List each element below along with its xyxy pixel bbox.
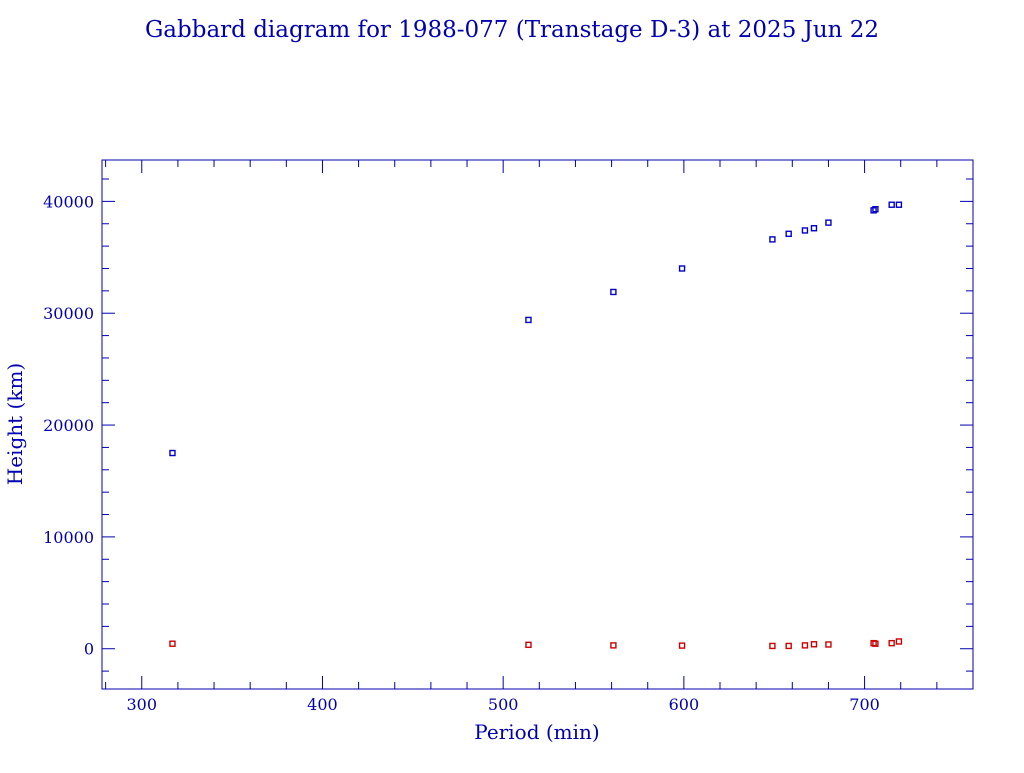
plot-frame [101,159,974,690]
y-tick-label: 40000 [43,192,94,211]
apogee-point [801,227,809,234]
perigee-point [525,641,532,649]
y-tick-label: 20000 [43,416,94,435]
apogee-point [525,316,532,324]
apogee-point [678,265,686,272]
perigee-point [825,641,832,648]
y-axis-label: Height (km) [3,363,27,485]
x-axis-label: Period (min) [474,720,599,744]
apogee-point [895,201,903,208]
y-tick-label: 30000 [43,304,94,323]
x-tick-label: 400 [307,695,338,714]
apogee-point [888,201,895,208]
data-points [169,201,903,650]
x-tick-label: 700 [849,695,880,714]
perigee-point [872,640,879,647]
perigee-point [895,638,903,645]
x-tick-label: 600 [669,695,700,714]
apogee-point [610,288,617,296]
apogee-point [825,219,832,226]
y-tick-label: 0 [84,640,94,659]
perigee-point [801,642,809,649]
apogee-point [872,206,879,213]
y-tick-label: 10000 [43,528,94,547]
x-tick-label: 500 [488,695,519,714]
axis-ticks [102,160,974,689]
perigee-point [610,642,617,649]
tick-labels: 300 400 500 600 700 0 10000 20000 30000 40000 [43,192,880,714]
x-tick-label: 300 [126,695,157,714]
apogee-point [769,236,776,243]
chart-title: Gabbard diagram for 1988-077 (Transtage … [145,17,879,43]
apogee-point [169,449,176,457]
perigee-point [769,642,776,650]
perigee-point [810,641,818,648]
apogee-point [785,230,792,238]
apogee-point [810,225,818,232]
perigee-point [888,639,895,647]
perigee-point [785,642,792,650]
perigee-point [678,642,686,649]
perigee-point [169,640,176,647]
